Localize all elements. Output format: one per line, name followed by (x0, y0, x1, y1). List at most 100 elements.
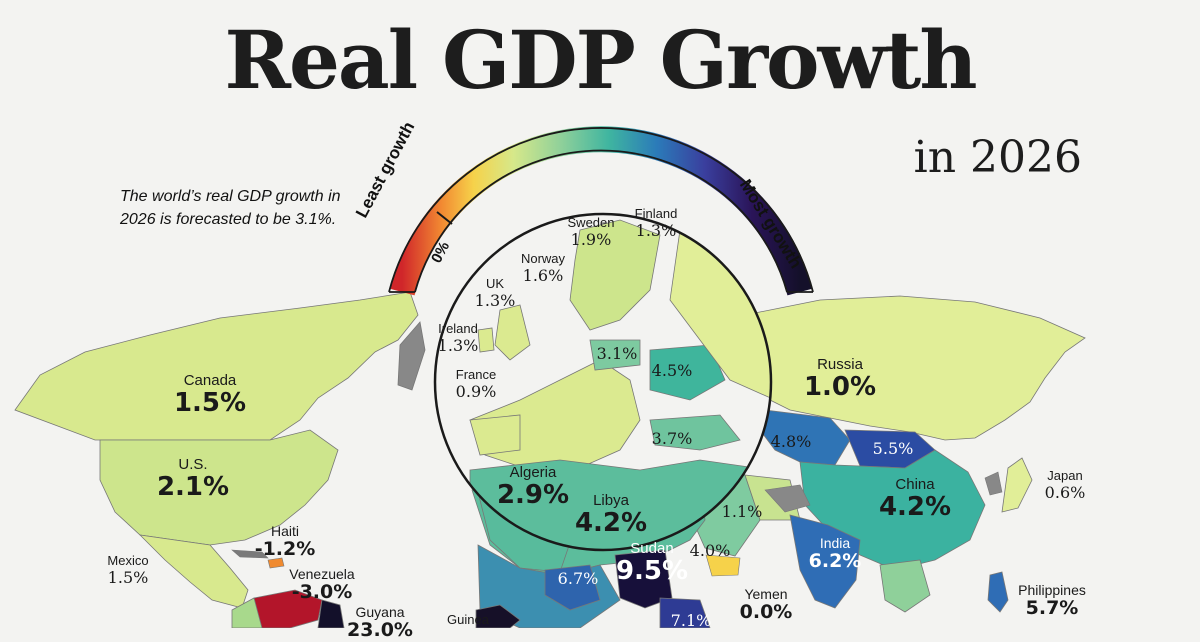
region-label: Russia 1.0% (804, 356, 876, 403)
region-label: Haiti -1.2% (255, 523, 316, 561)
region-turkey (649, 414, 741, 451)
region-name: Canada (183, 372, 237, 389)
region-label: India 6.2% (809, 535, 862, 573)
region-label: 5.5% (872, 439, 914, 458)
region-philippines (987, 571, 1009, 613)
intro-text: The world’s real GDP growth in 2026 is f… (120, 188, 341, 228)
infographic: Real GDP Growth in 2026 The world’s real… (14, 13, 1086, 641)
region-name: Ireland (438, 321, 478, 336)
region-label: U.S. 2.1% (157, 456, 229, 503)
region-value: 6.2% (808, 550, 862, 573)
region-value: 4.8% (770, 432, 812, 451)
region-value: 4.2% (574, 508, 648, 539)
region-value: -1.2% (254, 538, 316, 561)
region-name: Guyana (355, 604, 405, 620)
region-value: 1.3% (437, 335, 479, 355)
region-label: 7.1% (670, 611, 712, 630)
region-label: Yemen 0.0% (740, 586, 793, 624)
region-value: 1.0% (803, 372, 877, 403)
region-value: 1.3% (474, 290, 516, 310)
region-guyana (317, 599, 345, 628)
region-name: France (455, 367, 497, 382)
europe-inset-ring (433, 212, 773, 552)
region-name: Yemen (744, 586, 788, 602)
page-title: Real GDP Growth (224, 13, 978, 107)
world-map (14, 126, 1086, 628)
region-russia (744, 295, 1086, 441)
region-name: Norway (520, 251, 566, 266)
region-label: 3.1% (597, 344, 638, 363)
region-label: Japan 0.6% (1045, 468, 1086, 502)
region-label: Sweden 1.9% (567, 215, 615, 249)
region-label: Ireland 1.3% (437, 321, 479, 355)
region-name: Sweden (567, 215, 615, 230)
region-ukraine (649, 344, 726, 401)
region-value: 1.3% (635, 220, 677, 240)
region-india (789, 514, 861, 609)
region-label: Canada 1.5% (174, 372, 246, 419)
region-label: Finland 1.3% (635, 206, 678, 240)
legend-arc-outline (388, 127, 814, 293)
region-us (99, 429, 339, 546)
region-value: 2.1% (156, 472, 230, 503)
region-label: 4.5% (651, 361, 693, 380)
region-label: 4.8% (770, 432, 812, 451)
region-name: Algeria (509, 464, 557, 481)
region-value: 1.5% (173, 388, 247, 419)
region-label: Algeria 2.9% (497, 464, 569, 511)
region-name: Sudan (630, 540, 674, 557)
region-haiti (267, 557, 285, 569)
region-value: 1.9% (570, 229, 612, 249)
region-value: 4.5% (651, 361, 693, 380)
region-label: Sudan 9.5% (616, 540, 688, 587)
region-value: 4.0% (689, 541, 731, 560)
legend-zero-tick (436, 211, 453, 225)
region-name: Japan (1047, 468, 1083, 483)
region-label: Guyana 23.0% (347, 604, 413, 642)
region-korea (984, 471, 1003, 496)
region-name: U.S. (178, 456, 208, 473)
region-label: Mexico 1.5% (107, 553, 149, 587)
region-name: UK (485, 276, 505, 291)
region-value: 0.9% (455, 381, 497, 401)
region-name: Russia (817, 356, 863, 373)
region-name: India (819, 535, 851, 551)
region-label: 3.7% (651, 429, 693, 448)
region-label: 1.1% (721, 502, 763, 521)
region-value: 23.0% (347, 619, 413, 642)
region-value: 6.7% (557, 569, 599, 588)
region-uk (494, 304, 531, 361)
region-label: Philippines 5.7% (1018, 582, 1086, 620)
region-poland (589, 339, 641, 371)
region-ethiopia (659, 597, 711, 628)
region-value: 7.1% (670, 611, 712, 630)
region-name: Haiti (270, 523, 299, 539)
region-label: 4.0% (689, 541, 731, 560)
region-label: 6.7% (557, 569, 599, 588)
region-japan (1001, 457, 1033, 513)
region-value: 9.5% (615, 556, 689, 587)
legend-arc (389, 126, 813, 296)
region-value: 0.0% (739, 601, 793, 624)
region-label: Venezuela -3.0% (289, 566, 354, 604)
region-name: Guinea (447, 612, 489, 627)
region-label: Libya 4.2% (575, 492, 647, 539)
region-se-asia (879, 559, 931, 613)
region-value: 1.1% (721, 502, 763, 521)
region-label: Guinea (447, 612, 489, 628)
region-mexico (138, 534, 249, 609)
region-value: 5.5% (872, 439, 914, 458)
region-value: 3.7% (651, 429, 693, 448)
region-label: China 4.2% (879, 476, 951, 523)
region-iberia (469, 414, 521, 456)
region-name: Philippines (1018, 582, 1086, 598)
region-value: 1.5% (107, 567, 149, 587)
region-label: France 0.9% (455, 367, 497, 401)
region-value: 2.9% (496, 480, 570, 511)
page-subtitle: in 2026 (913, 132, 1082, 183)
region-value: -3.0% (291, 581, 353, 604)
region-afghanistan (764, 484, 811, 513)
region-name: Venezuela (289, 566, 355, 582)
region-sudan (614, 549, 673, 609)
region-value: 5.7% (1025, 597, 1079, 620)
